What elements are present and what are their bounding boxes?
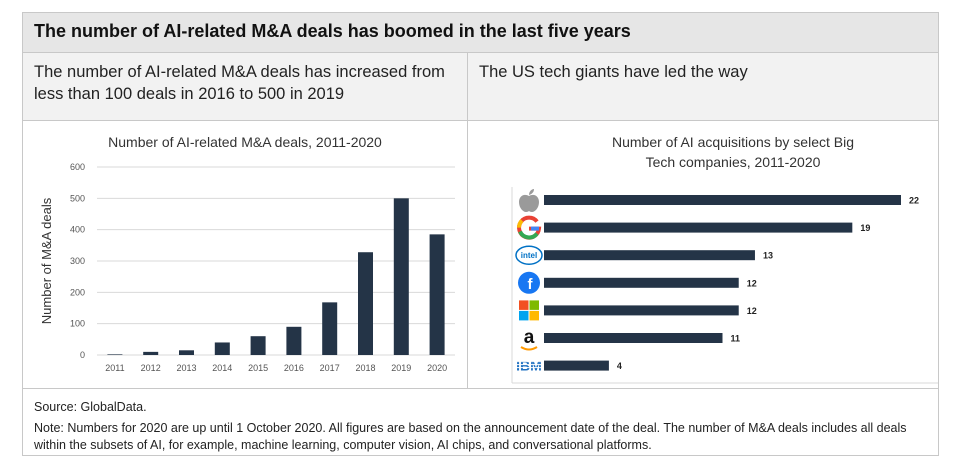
bar (544, 277, 739, 288)
column-divider (467, 53, 468, 389)
x-tick-label: 2012 (141, 363, 161, 373)
y-tick-label: 300 (70, 256, 85, 266)
ms-square-red (519, 300, 529, 310)
data-label: 12 (747, 306, 757, 316)
x-tick-label: 2019 (391, 363, 411, 373)
intel-ring (515, 245, 543, 265)
google-g-yellow (517, 219, 524, 228)
ibm-logo-icon: IBM (516, 358, 542, 374)
bar (250, 336, 266, 355)
bar (179, 350, 194, 355)
x-tick-label: 2013 (176, 363, 196, 373)
data-label: 4 (617, 361, 622, 371)
data-label: 12 (747, 278, 757, 288)
amazon-a: a (524, 327, 535, 348)
bar (214, 342, 230, 355)
ms-square-yellow (529, 310, 539, 321)
infographic-frame: The number of AI-related M&A deals has b… (22, 12, 939, 456)
google-g-red (517, 215, 542, 240)
bar (393, 198, 409, 355)
ms-square-blue (519, 310, 529, 321)
apple-body (519, 194, 539, 212)
y-tick-label: 400 (70, 225, 85, 235)
y-axis-label: Number of M&A deals (39, 197, 54, 324)
right-subtitle: The US tech giants have led the way (479, 63, 748, 81)
google-logo-icon (517, 215, 542, 240)
google-g-green (518, 230, 539, 240)
bar (544, 333, 723, 343)
x-tick-label: 2018 (355, 363, 375, 373)
bar (322, 302, 338, 355)
ms-square-green (529, 300, 539, 310)
data-label: 22 (909, 196, 919, 206)
data-label: 11 (731, 334, 741, 344)
apple-logo-icon (519, 189, 539, 212)
data-label: 19 (860, 223, 870, 233)
apple-leaf (529, 189, 534, 195)
x-tick-label: 2014 (212, 363, 232, 373)
facebook-logo-icon: f (518, 271, 540, 294)
ibm-wordmark: IBM (516, 358, 542, 374)
chart-title-line: Tech companies, 2011-2020 (646, 154, 821, 170)
amazon-smile (520, 346, 538, 351)
intel-logo-icon: intel (515, 245, 543, 265)
data-label: 13 (763, 251, 773, 261)
amazon-logo-icon: a (520, 327, 538, 351)
x-tick-label: 2011 (105, 363, 124, 373)
source-note: Source: GlobalData. (34, 400, 147, 414)
bar (429, 234, 445, 355)
y-tick-label: 500 (70, 193, 85, 203)
bar (544, 305, 739, 316)
intel-wordmark: intel (521, 251, 537, 260)
microsoft-logo-icon (519, 300, 539, 321)
chart-title: Number of AI-related M&A deals, 2011-202… (108, 134, 382, 150)
facebook-circle (518, 271, 540, 294)
bar (143, 351, 159, 355)
bar (107, 354, 123, 355)
bar (544, 360, 609, 371)
page-title: The number of AI-related M&A deals has b… (34, 21, 631, 41)
charts-row: Number of AI-related M&A deals, 2011-202… (23, 121, 938, 389)
x-tick-label: 2016 (284, 363, 304, 373)
y-tick-label: 100 (70, 319, 85, 329)
facebook-f: f (528, 276, 534, 293)
x-tick-label: 2017 (320, 363, 340, 373)
subtitle-row: The number of AI-related M&A deals has i… (23, 53, 938, 121)
bar (358, 252, 373, 355)
footer: Source: GlobalData. Note: Numbers for 20… (34, 399, 924, 458)
deals-bar-chart: Number of AI-related M&A deals, 2011-202… (39, 134, 455, 373)
y-tick-label: 200 (70, 287, 85, 297)
y-tick-label: 600 (70, 162, 85, 172)
x-tick-label: 2020 (427, 363, 447, 373)
title-bar: The number of AI-related M&A deals has b… (23, 13, 938, 53)
bar (286, 326, 302, 355)
bar (544, 195, 901, 205)
y-tick-label: 0 (80, 350, 85, 360)
bigtech-bar-chart: Number of AI acquisitions by select Big T… (511, 134, 938, 384)
x-tick-label: 2015 (248, 363, 268, 373)
bar (544, 222, 853, 233)
footnote: Note: Numbers for 2020 are up until 1 Oc… (34, 421, 907, 452)
left-subtitle: The number of AI-related M&A deals has i… (34, 63, 445, 103)
bar (544, 250, 755, 261)
chart-title-line: Number of AI acquisitions by select Big (612, 134, 854, 150)
